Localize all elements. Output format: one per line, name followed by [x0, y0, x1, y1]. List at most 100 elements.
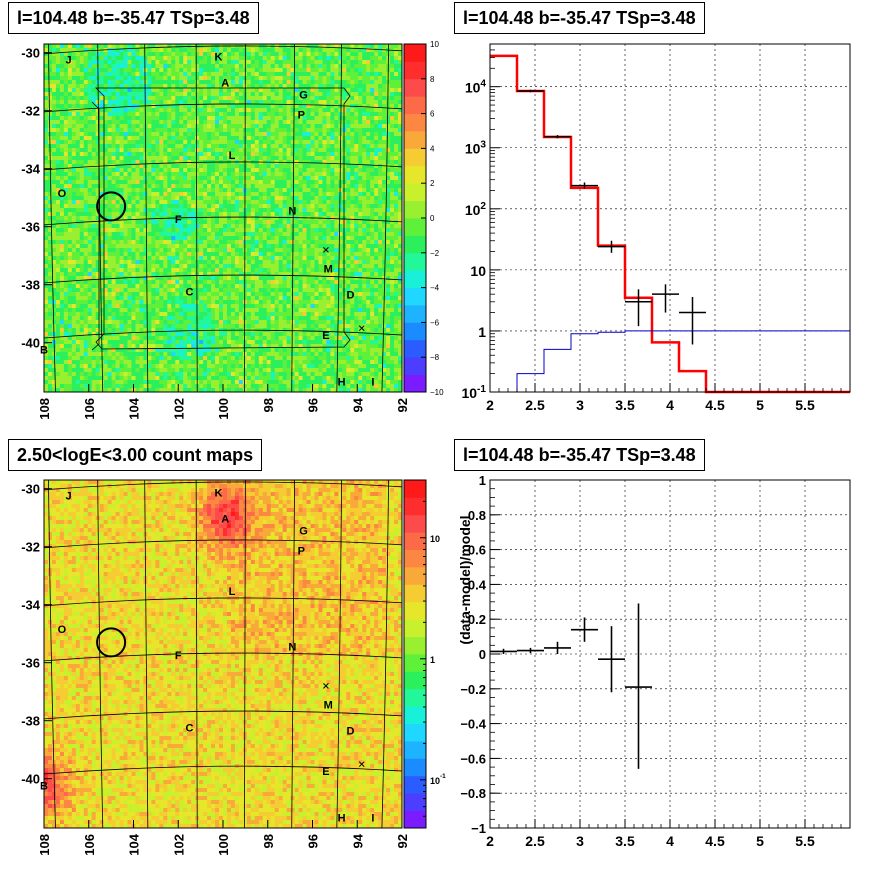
heatmap-cell: [235, 208, 239, 212]
heatmap-cell: [56, 312, 60, 316]
heatmap-cell: [135, 72, 139, 76]
heatmap-cell: [92, 220, 96, 224]
heatmap-cell: [100, 312, 104, 316]
heatmap-cell: [155, 360, 159, 364]
heatmap-cell: [84, 376, 88, 380]
heatmap-cell: [167, 200, 171, 204]
heatmap-cell: [96, 140, 100, 144]
heatmap-cell: [203, 80, 207, 84]
heatmap-cell: [267, 236, 271, 240]
heatmap-cell: [267, 372, 271, 376]
heatmap-cell: [116, 244, 120, 248]
heatmap-cell: [195, 140, 199, 144]
heatmap-cell: [56, 132, 60, 136]
heatmap-cell: [219, 368, 223, 372]
heatmap-cell: [112, 152, 116, 156]
heatmap-cell: [219, 240, 223, 244]
heatmap-cell: [203, 212, 207, 216]
heatmap-cell: [44, 72, 48, 76]
heatmap-cell: [259, 176, 263, 180]
heatmap-cell: [235, 156, 239, 160]
heatmap-cell: [223, 272, 227, 276]
heatmap-cell: [171, 100, 175, 104]
heatmap-cell: [147, 264, 151, 268]
heatmap-cell: [203, 288, 207, 292]
heatmap-cell: [151, 188, 155, 192]
heatmap-cell: [44, 244, 48, 248]
heatmap-cell: [251, 172, 255, 176]
heatmap-cell: [132, 80, 136, 84]
heatmap-cell: [187, 184, 191, 188]
heatmap-cell: [56, 72, 60, 76]
heatmap-cell: [239, 300, 243, 304]
heatmap-cell: [239, 136, 243, 140]
heatmap-cell: [235, 352, 239, 356]
heatmap-cell: [259, 296, 263, 300]
heatmap-cell: [151, 252, 155, 256]
heatmap-cell: [84, 316, 88, 320]
heatmap-cell: [124, 172, 128, 176]
heatmap-cell: [235, 296, 239, 300]
heatmap-cell: [72, 108, 76, 112]
heatmap-cell: [203, 320, 207, 324]
heatmap-cell: [183, 280, 187, 284]
heatmap-cell: [64, 236, 68, 240]
heatmap-cell: [179, 44, 183, 48]
heatmap-cell: [44, 308, 48, 312]
heatmap-cell: [84, 284, 88, 288]
heatmap-cell: [56, 284, 60, 288]
heatmap-cell: [263, 176, 267, 180]
heatmap-cell: [203, 136, 207, 140]
heatmap-cell: [116, 324, 120, 328]
heatmap-cell: [68, 212, 72, 216]
heatmap-cell: [223, 224, 227, 228]
heatmap-cell: [139, 228, 143, 232]
heatmap-cell: [207, 144, 211, 148]
heatmap-cell: [120, 328, 124, 332]
heatmap-cell: [227, 240, 231, 244]
heatmap-cell: [68, 260, 72, 264]
heatmap-cell: [259, 180, 263, 184]
heatmap-cell: [219, 224, 223, 228]
heatmap-cell: [112, 68, 116, 72]
heatmap-cell: [239, 172, 243, 176]
heatmap-cell: [84, 292, 88, 296]
heatmap-cell: [159, 380, 163, 384]
heatmap-cell: [80, 384, 84, 388]
heatmap-cell: [251, 276, 255, 280]
heatmap-cell: [151, 340, 155, 344]
heatmap-cell: [239, 316, 243, 320]
heatmap-cell: [135, 288, 139, 292]
heatmap-cell: [223, 52, 227, 56]
heatmap-cell: [100, 184, 104, 188]
heatmap-cell: [96, 156, 100, 160]
heatmap-cell: [267, 132, 271, 136]
heatmap-cell: [255, 132, 259, 136]
heatmap-cell: [263, 368, 267, 372]
heatmap-cell: [147, 132, 151, 136]
heatmap-cell: [163, 64, 167, 68]
heatmap-cell: [199, 152, 203, 156]
heatmap-cell: [163, 300, 167, 304]
heatmap-cell: [183, 228, 187, 232]
heatmap-cell: [68, 68, 72, 72]
heatmap-cell: [183, 64, 187, 68]
heatmap-cell: [64, 140, 68, 144]
heatmap-cell: [239, 104, 243, 108]
heatmap-cell: [207, 228, 211, 232]
heatmap-cell: [179, 168, 183, 172]
heatmap-cell: [52, 372, 56, 376]
heatmap-cell: [251, 228, 255, 232]
heatmap-cell: [124, 260, 128, 264]
heatmap-cell: [219, 188, 223, 192]
heatmap-cell: [203, 252, 207, 256]
heatmap-cell: [44, 200, 48, 204]
heatmap-cell: [124, 384, 128, 388]
heatmap-cell: [175, 136, 179, 140]
heatmap-cell: [88, 88, 92, 92]
heatmap-cell: [72, 344, 76, 348]
heatmap-cell: [92, 80, 96, 84]
heatmap-cell: [48, 204, 52, 208]
heatmap-cell: [219, 260, 223, 264]
heatmap-cell: [215, 200, 219, 204]
